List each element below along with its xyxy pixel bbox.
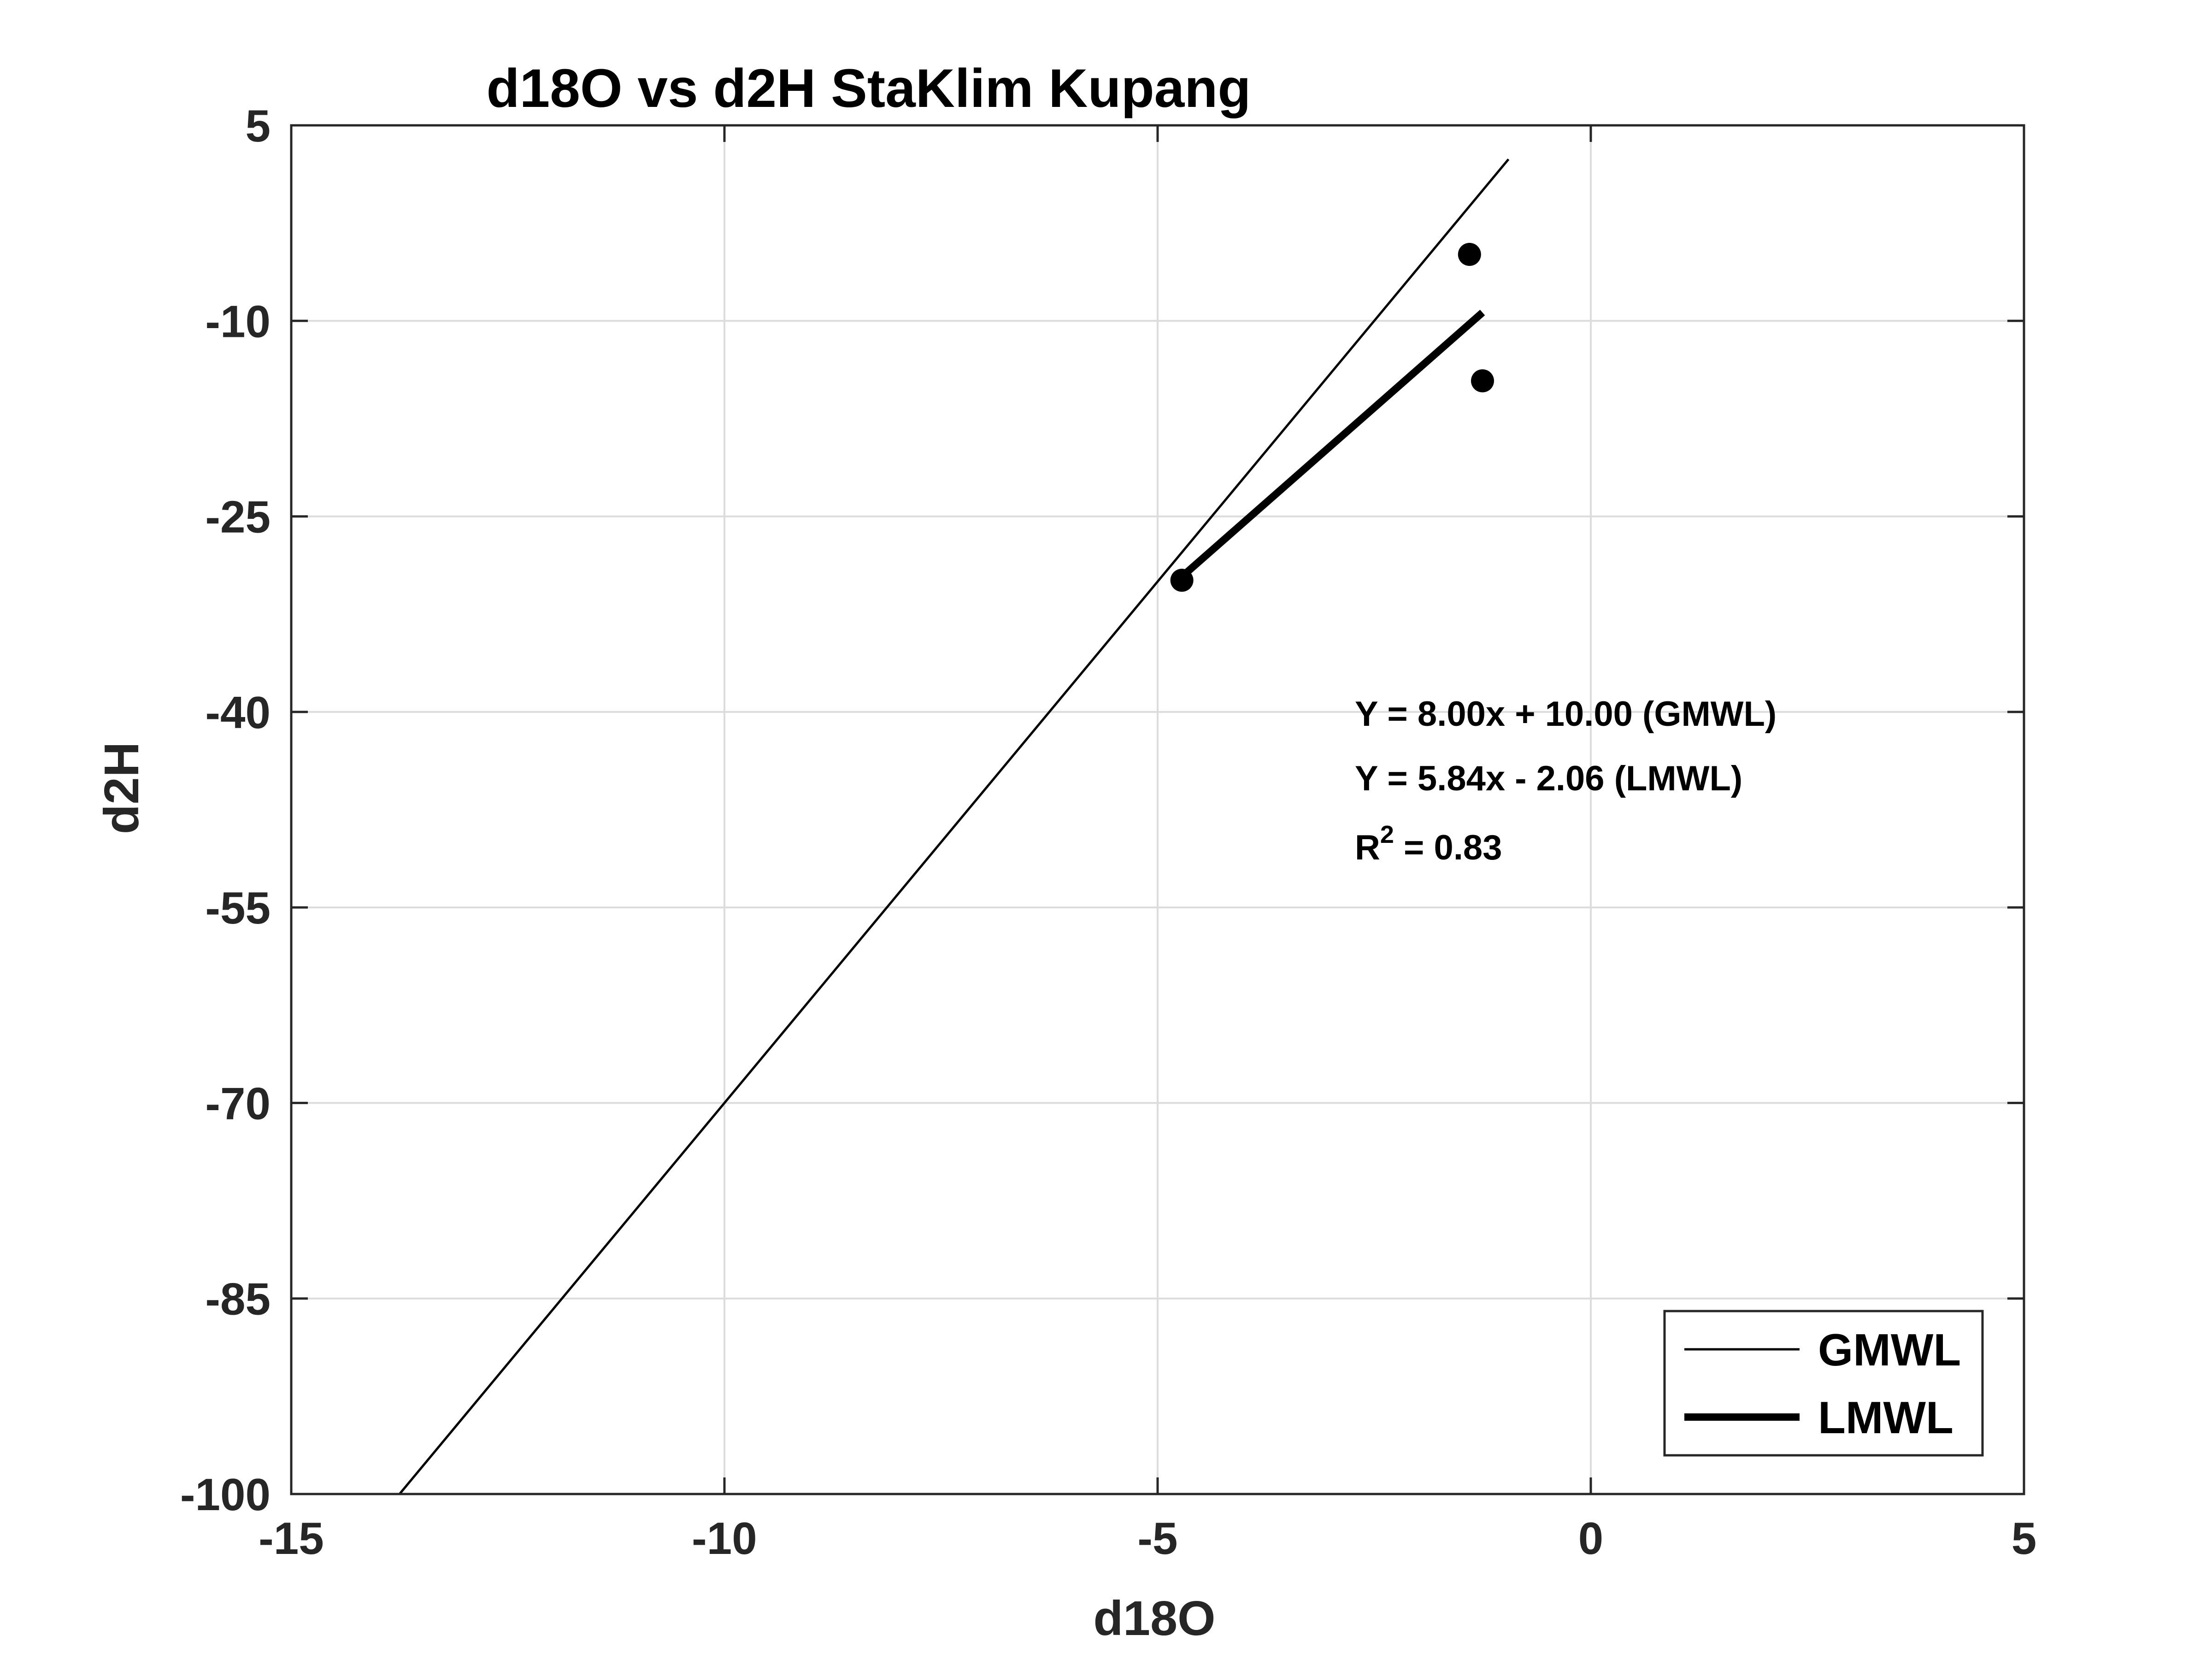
- y-tick-label: -10: [205, 296, 271, 347]
- chart-title: d18O vs d2H StaKlim Kupang: [487, 58, 1251, 119]
- x-axis-label: d18O: [1093, 1591, 1215, 1646]
- grid: [291, 125, 2024, 1494]
- data-point: [1458, 243, 1481, 266]
- gmwl-equation: Y = 8.00x + 10.00 (GMWL): [1355, 694, 1777, 734]
- y-tick-label: -100: [180, 1469, 271, 1520]
- lmwl-line: [1179, 310, 1485, 580]
- x-tick-label: -10: [692, 1513, 757, 1564]
- tick-labels: -15 -10 -5 0 5 5 -10 -25 -40 -55 -70 -85 -100: [180, 100, 2036, 1564]
- r-squared-prefix: R: [1355, 828, 1380, 867]
- y-tick-label: -40: [205, 687, 271, 738]
- x-tick-label: -15: [259, 1513, 324, 1564]
- legend-label-lmwl: LMWL: [1818, 1392, 1953, 1443]
- data-point: [1170, 569, 1194, 592]
- y-tick-label: -25: [205, 492, 271, 542]
- lmwl-equation: Y = 5.84x - 2.06 (LMWL): [1355, 759, 1742, 798]
- equation-annotations: Y = 8.00x + 10.00 (GMWL) Y = 5.84x - 2.0…: [1355, 694, 1777, 867]
- r-squared: R2 = 0.83: [1355, 821, 1502, 867]
- x-tick-label: 5: [2012, 1513, 2037, 1564]
- x-tick-label: 0: [1578, 1513, 1604, 1564]
- y-tick-label: 5: [245, 100, 271, 151]
- y-tick-label: -85: [205, 1274, 271, 1324]
- r-squared-superscript: 2: [1380, 821, 1394, 848]
- x-tick-label: -5: [1137, 1513, 1177, 1564]
- legend: GMWL LMWL: [1663, 1310, 1984, 1457]
- legend-box: [1663, 1310, 1984, 1457]
- y-axis-label: d2H: [94, 742, 149, 834]
- data-point: [1471, 369, 1494, 393]
- r-squared-value: = 0.83: [1394, 828, 1502, 867]
- gmwl-line: [399, 158, 1510, 1495]
- legend-label-gmwl: GMWL: [1818, 1324, 1961, 1375]
- y-tick-label: -70: [205, 1078, 271, 1129]
- y-tick-label: -55: [205, 882, 271, 933]
- series-group: [399, 158, 1510, 1495]
- axes: [290, 124, 2025, 1495]
